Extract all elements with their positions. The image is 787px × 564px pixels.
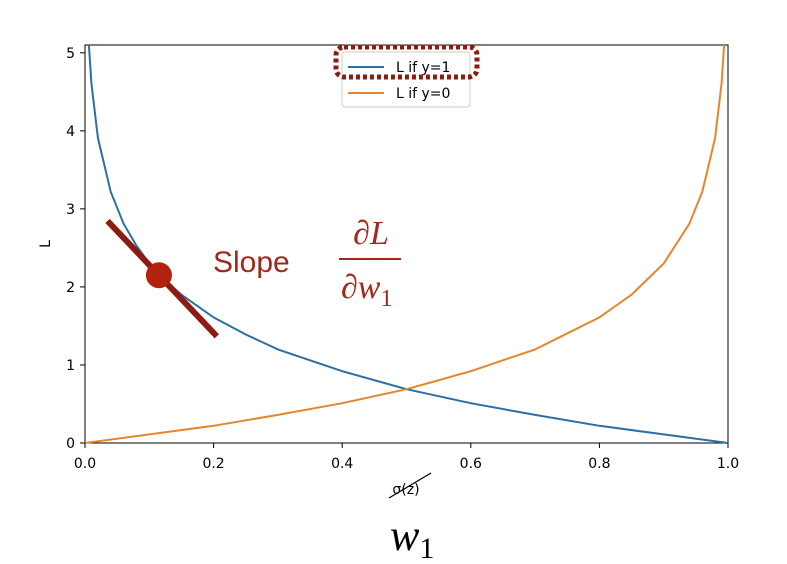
x-axis-label-strike [388, 472, 432, 499]
x-tick-label: 0.6 [460, 456, 482, 472]
tangent-point [145, 262, 172, 289]
w1-label-main: w [390, 511, 420, 560]
y-tick-label: 1 [66, 358, 75, 374]
fraction-denominator-main: ∂w [341, 269, 381, 306]
y-tick-label: 5 [66, 46, 75, 62]
legend-label-y1: L if y=1 [396, 60, 450, 76]
fraction-denominator: ∂w1 [341, 269, 392, 312]
x-tick-label: 0.8 [588, 456, 610, 472]
y-axis-label: L [38, 240, 54, 248]
y-tick-label: 3 [66, 202, 75, 218]
x-tick-label: 0.0 [74, 456, 96, 472]
w1-label-sub: 1 [419, 532, 434, 564]
y-tick-label: 0 [66, 436, 75, 452]
fraction-numerator: ∂L [353, 215, 389, 252]
w1-label: w1 [390, 511, 434, 564]
x-tick-label: 0.2 [202, 456, 224, 472]
y-tick-label: 2 [66, 280, 75, 296]
x-tick-label: 1.0 [717, 456, 739, 472]
plot-area [84, 44, 729, 444]
x-tick-label: 0.4 [331, 456, 353, 472]
series-line-1 [84, 44, 726, 444]
tick-layer: 0.0 0.2 0.4 0.6 0.8 1.0 0 1 2 3 4 5 [66, 46, 739, 472]
x-axis-label: σ(z) [392, 482, 419, 498]
series-line-0 [87, 44, 729, 444]
legend: L if y=1 L if y=0 [333, 44, 480, 108]
legend-label-y0: L if y=0 [396, 86, 450, 102]
fraction-denominator-sub: 1 [380, 286, 392, 312]
series-layer [84, 44, 729, 444]
legend-highlight-box [333, 44, 480, 80]
y-tick-label: 4 [66, 124, 75, 140]
slope-label: Slope [213, 246, 290, 279]
